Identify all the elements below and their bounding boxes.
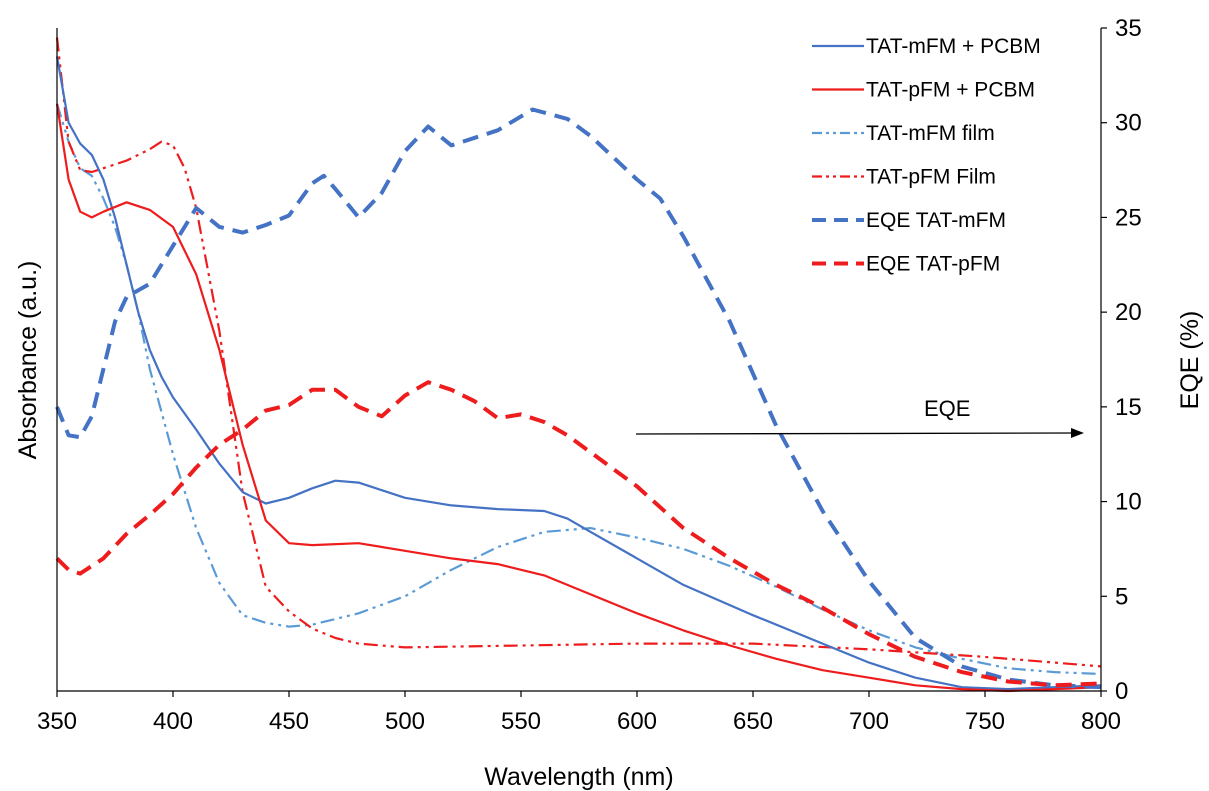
legend-label: EQE TAT-pFM xyxy=(866,253,1000,276)
y-right-tick-label: 35 xyxy=(1115,15,1142,42)
series-line-tat-pfm-film xyxy=(55,37,1102,668)
y-right-axis-ticks: 0 5 10 15 20 25 30 35 xyxy=(1101,15,1142,705)
legend-label: EQE TAT-mFM xyxy=(866,209,1006,232)
y-left-axis-title: Absorbance (a.u.) xyxy=(14,261,42,460)
eqe-annotation-label: EQE xyxy=(924,396,970,421)
y-right-axis-title: EQE (%) xyxy=(1176,311,1204,410)
series-group xyxy=(55,37,1102,693)
y-right-tick-label: 0 xyxy=(1115,678,1128,705)
x-axis-ticks: 350 400 450 500 550 600 650 700 750 800 xyxy=(37,691,1121,735)
legend-label: TAT-pFM Film xyxy=(866,166,996,189)
series-line-tat-pfm-pcbm xyxy=(55,103,1102,693)
eqe-annotation-arrow-line xyxy=(635,432,1073,435)
series-line-tat-mfm-pcbm xyxy=(55,56,1102,691)
series-line-eqe-tat-pfm xyxy=(55,380,1102,688)
x-tick-label: 400 xyxy=(153,708,193,735)
y-right-tick-label: 30 xyxy=(1115,110,1142,137)
y-right-tick-label: 15 xyxy=(1115,394,1142,421)
legend-label: TAT-mFM + PCBM xyxy=(866,35,1041,58)
legend-label: TAT-mFM film xyxy=(866,122,995,145)
legend-label: TAT-pFM + PCBM xyxy=(866,79,1035,102)
eqe-annotation-arrowhead xyxy=(1071,428,1084,438)
x-tick-label: 800 xyxy=(1081,708,1121,735)
x-tick-label: 350 xyxy=(37,708,77,735)
y-right-tick-label: 5 xyxy=(1115,583,1128,610)
x-axis-title: Wavelength (nm) xyxy=(484,763,673,791)
x-tick-label: 650 xyxy=(733,708,773,735)
series-line-eqe-tat-mfm xyxy=(55,107,1102,690)
x-tick-label: 500 xyxy=(385,708,425,735)
y-right-tick-label: 10 xyxy=(1115,489,1142,516)
y-right-tick-label: 25 xyxy=(1115,204,1142,231)
x-tick-label: 600 xyxy=(617,708,657,735)
x-tick-label: 700 xyxy=(849,708,889,735)
x-tick-label: 550 xyxy=(501,708,541,735)
legend: TAT-mFM + PCBM TAT-pFM + PCBM TAT-mFM film… xyxy=(812,35,1041,276)
y-right-tick-label: 20 xyxy=(1115,299,1142,326)
x-tick-label: 750 xyxy=(965,708,1005,735)
x-tick-label: 450 xyxy=(269,708,309,735)
